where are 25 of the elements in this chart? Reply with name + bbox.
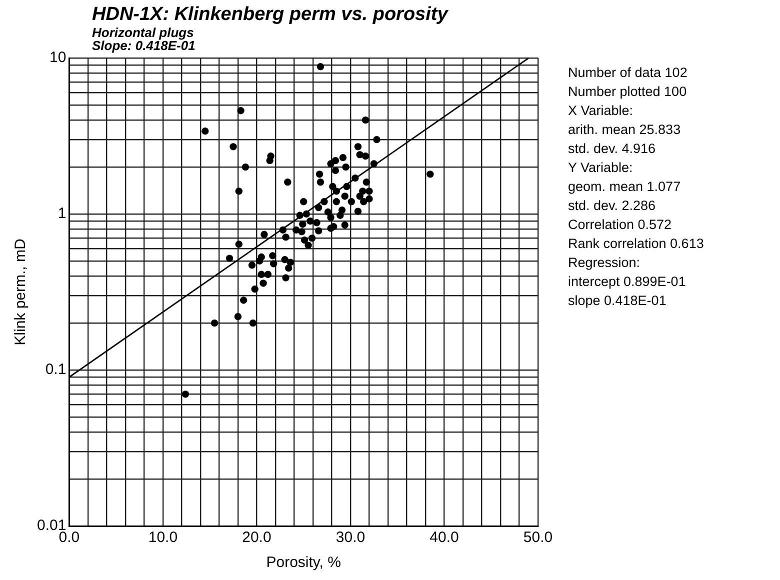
x-tick-label: 20.0 — [242, 529, 272, 546]
y-axis-title: Klink perm., mD — [12, 238, 30, 346]
x-tick-label: 40.0 — [430, 529, 459, 546]
text: geom. mean 1.077 — [568, 178, 682, 195]
text: slope 0.418E-01 — [568, 292, 668, 309]
y-tick-label: 0.1 — [45, 361, 66, 378]
x-tick-label: 30.0 — [336, 529, 366, 546]
text: Correlation 0.572 — [568, 216, 673, 233]
chart-subtitle: Horizontal plugs Slope: 0.418E-01 — [92, 25, 196, 53]
text: arith. mean 25.833 — [568, 121, 682, 138]
text: Y Variable: — [568, 159, 634, 176]
text: Number of data 102 — [568, 64, 688, 81]
text: std. dev. 2.286 — [568, 197, 657, 214]
text: Number plotted 100 — [568, 83, 688, 100]
y-tick-label: 1 — [58, 205, 66, 222]
text: Regression: — [568, 254, 642, 271]
x-tick-label: 50.0 — [523, 529, 553, 546]
text: X Variable: — [568, 102, 634, 119]
text: Rank correlation 0.613 — [568, 235, 705, 252]
text: intercept 0.899E-01 — [568, 273, 687, 290]
x-axis-title: Porosity, % — [266, 554, 341, 572]
x-tick-label: 10.0 — [148, 529, 178, 546]
text: std. dev. 4.916 — [568, 140, 657, 157]
chart-title: HDN-1X: Klinkenberg perm vs. porosity — [92, 4, 448, 26]
y-tick-label: 10 — [50, 49, 66, 66]
